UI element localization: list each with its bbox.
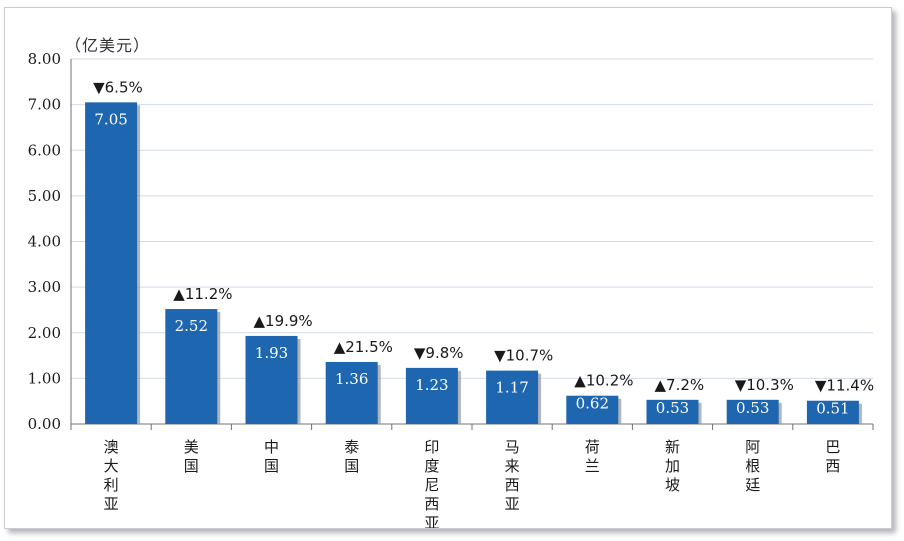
category-label-char: 西: [505, 476, 520, 494]
category-label-char: 国: [264, 457, 279, 475]
bar-阿根廷: [726, 399, 779, 424]
bar-荷兰: [566, 395, 619, 424]
category-label-char: 兰: [585, 457, 600, 475]
category-label-char: 西: [825, 457, 840, 475]
category-label-char: 阿: [745, 438, 760, 456]
bar-chart: 0.00 1.00 2.00 3.00 4.00 5.00 6.00 7.00 8.00 7.05…: [28, 50, 874, 528]
y-tick-label: 3.00: [28, 278, 61, 296]
y-tick-label: 6.00: [28, 141, 61, 159]
change-label: ▼10.3%: [735, 376, 794, 394]
y-tick-label: 0.00: [28, 415, 61, 433]
category-label-char: 荷: [585, 438, 600, 456]
category-label-char: 新: [665, 438, 680, 456]
y-tick-label: 7.00: [28, 96, 61, 114]
change-label: ▼10.7%: [494, 347, 553, 365]
category-label-char: 廷: [745, 476, 760, 494]
bar-澳大利亚: [85, 102, 138, 424]
bar-印度尼西亚: [405, 367, 458, 424]
category-label-char: 来: [505, 457, 520, 475]
bar-泰国: [325, 361, 378, 424]
category-label-char: 亚: [104, 495, 119, 513]
change-label: ▲10.2%: [574, 372, 633, 390]
bar-value-label: 0.51: [816, 400, 849, 418]
bar-马来西亚: [486, 370, 539, 424]
chart-frame: （亿美元） 0.00 1.00 2.00 3.00 4.00 5.00 6.00 7.00 8.…: [4, 7, 892, 529]
change-label: ▼11.4%: [815, 377, 874, 395]
bar-value-label: 1.17: [495, 379, 528, 397]
category-label-char: 澳: [104, 438, 119, 456]
change-label: ▲19.9%: [254, 312, 313, 330]
category-label-char: 马: [505, 438, 520, 456]
category-label-char: 尼: [424, 476, 439, 494]
change-label: ▲11.2%: [173, 285, 232, 303]
bar-value-label: 0.62: [576, 395, 609, 413]
category-label-char: 度: [424, 457, 439, 475]
y-tick-label: 8.00: [28, 50, 61, 68]
category-label-char: 大: [104, 457, 119, 475]
y-tick-label: 2.00: [28, 324, 61, 342]
bar-巴西: [806, 400, 859, 424]
change-label: ▼9.8%: [414, 344, 464, 362]
category-label-char: 亚: [424, 514, 439, 528]
bar-value-label: 0.53: [656, 399, 689, 417]
bar-美国: [165, 309, 218, 424]
category-label-char: 巴: [825, 438, 840, 456]
bar-中国: [245, 335, 298, 424]
category-label-char: 加: [665, 457, 680, 475]
unit-label: （亿美元）: [65, 36, 151, 55]
y-tick-label: 4.00: [28, 233, 61, 251]
change-label: ▲21.5%: [334, 338, 393, 356]
category-label-char: 国: [184, 457, 199, 475]
category-label-char: 坡: [665, 476, 680, 494]
y-tick-label: 5.00: [28, 187, 61, 205]
category-label-char: 亚: [505, 495, 520, 513]
category-label-char: 印: [424, 438, 439, 456]
category-label-char: 利: [104, 476, 119, 494]
change-label: ▼6.5%: [93, 78, 143, 96]
category-label-char: 美: [184, 438, 199, 456]
bar-value-label: 1.93: [255, 344, 288, 362]
bar-value-label: 0.53: [736, 399, 769, 417]
category-label-char: 根: [745, 457, 760, 475]
bar-value-label: 1.23: [415, 376, 448, 394]
bar-value-label: 2.52: [175, 317, 208, 335]
change-label: ▲7.2%: [655, 376, 705, 394]
category-label-char: 中: [264, 438, 279, 456]
bar-value-label: 1.36: [335, 370, 368, 388]
bar-新加坡: [646, 399, 699, 424]
y-tick-label: 1.00: [28, 369, 61, 387]
category-label-char: 西: [424, 495, 439, 513]
bar-value-label: 7.05: [94, 110, 127, 128]
category-label-char: 泰: [344, 438, 359, 456]
category-label-char: 国: [344, 457, 359, 475]
